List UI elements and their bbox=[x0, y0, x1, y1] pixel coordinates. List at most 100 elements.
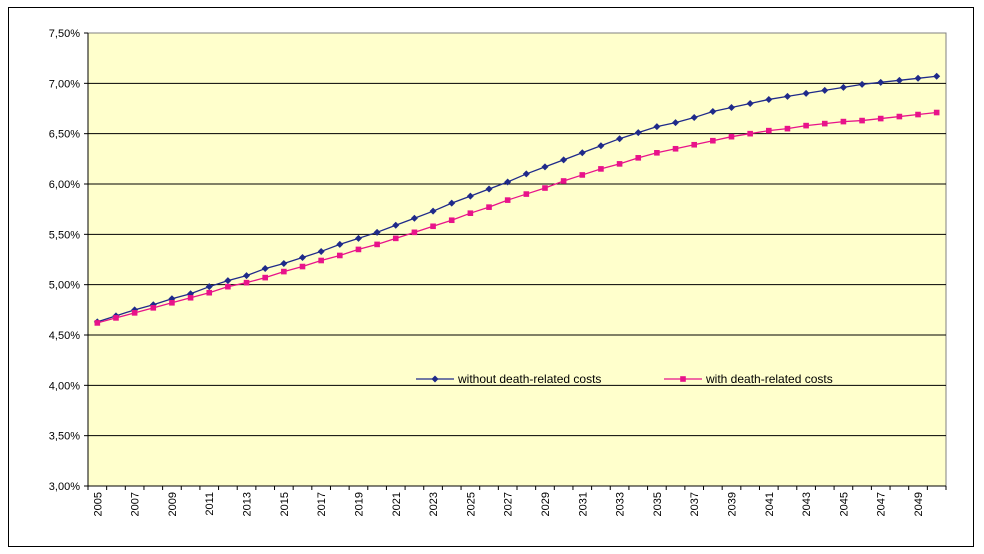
x-tick-label: 2029 bbox=[540, 492, 552, 516]
data-point-diamond bbox=[224, 277, 232, 285]
y-tick-label: 7,50% bbox=[49, 28, 80, 40]
legend-label: without death-related costs bbox=[457, 372, 601, 386]
data-point-diamond bbox=[877, 78, 885, 86]
data-point-square bbox=[896, 113, 903, 120]
x-tick-label: 2015 bbox=[279, 492, 291, 516]
x-tick-label: 2027 bbox=[503, 492, 515, 516]
data-point-diamond bbox=[373, 228, 381, 236]
data-point-square bbox=[710, 137, 716, 144]
data-point-square bbox=[598, 166, 604, 172]
data-point-square bbox=[654, 149, 660, 156]
legend-marker-diamond bbox=[431, 375, 439, 383]
data-point-diamond bbox=[205, 283, 213, 291]
y-tick-label: 7,00% bbox=[49, 78, 80, 90]
chart-frame: 3,00% 3,50% 4,00% 4,50% 5,00% 5,50% 6,00% 6,50%… bbox=[8, 7, 974, 547]
data-point-square bbox=[840, 118, 847, 125]
data-point-square bbox=[486, 204, 492, 210]
plot-area bbox=[87, 32, 947, 487]
data-point-square bbox=[579, 172, 586, 178]
data-point-square bbox=[747, 130, 753, 137]
data-point-diamond bbox=[317, 247, 325, 255]
data-point-square bbox=[691, 141, 697, 148]
data-point-square bbox=[859, 117, 865, 124]
series-line bbox=[97, 111, 937, 324]
data-point-diamond bbox=[616, 135, 624, 143]
data-point-square bbox=[803, 122, 809, 129]
data-point-square bbox=[523, 191, 530, 197]
x-tick-label: 2025 bbox=[465, 492, 477, 516]
y-tick-label: 6,50% bbox=[49, 129, 80, 141]
data-point-diamond bbox=[634, 129, 642, 137]
x-tick-label: 2011 bbox=[204, 492, 216, 516]
data-point-square bbox=[318, 257, 324, 264]
data-point-diamond bbox=[280, 260, 288, 268]
x-tick-label: 2037 bbox=[689, 492, 701, 516]
x-tick-label: 2041 bbox=[764, 492, 776, 516]
legend-marker-square bbox=[680, 376, 686, 382]
data-point-diamond bbox=[672, 119, 680, 127]
y-tick-label: 4,00% bbox=[49, 380, 80, 392]
y-tick-label: 5,50% bbox=[49, 229, 80, 241]
y-tick-label: 3,50% bbox=[49, 431, 80, 443]
data-point-square bbox=[169, 299, 175, 306]
data-point-diamond bbox=[728, 103, 735, 111]
data-point-diamond bbox=[485, 185, 493, 193]
data-point-square bbox=[766, 127, 772, 134]
data-point-diamond bbox=[709, 108, 717, 116]
data-point-square bbox=[616, 161, 623, 167]
y-tick-label: 5,00% bbox=[49, 280, 80, 292]
x-tick-label: 2045 bbox=[838, 492, 850, 516]
data-point-square bbox=[94, 320, 101, 326]
x-tick-label: 2033 bbox=[615, 492, 627, 516]
x-tick-label: 2023 bbox=[428, 492, 440, 516]
data-point-square bbox=[933, 109, 940, 116]
x-tick-label: 2019 bbox=[353, 492, 365, 516]
legend-label: with death-related costs bbox=[705, 372, 833, 386]
line-chart: 3,00% 3,50% 4,00% 4,50% 5,00% 5,50% 6,00% 6,50%… bbox=[49, 28, 947, 516]
data-point-diamond bbox=[746, 99, 754, 107]
data-point-square bbox=[411, 229, 418, 236]
data-point-diamond bbox=[392, 221, 400, 229]
x-tick-label: 2047 bbox=[876, 492, 888, 516]
x-tick-label: 2031 bbox=[577, 492, 589, 516]
data-point-diamond bbox=[522, 170, 530, 178]
x-tick-label: 2043 bbox=[801, 492, 813, 516]
data-point-diamond bbox=[821, 86, 829, 94]
data-point-square bbox=[150, 305, 157, 311]
data-point-diamond bbox=[448, 199, 456, 207]
data-point-square bbox=[392, 235, 399, 242]
data-point-square bbox=[262, 274, 268, 281]
data-point-diamond bbox=[578, 149, 586, 157]
data-point-diamond bbox=[783, 92, 791, 100]
data-point-square bbox=[187, 294, 194, 301]
data-point-diamond bbox=[299, 253, 306, 261]
data-point-square bbox=[542, 185, 548, 191]
data-point-square bbox=[784, 125, 791, 132]
data-point-diamond bbox=[895, 76, 903, 84]
data-point-diamond bbox=[933, 72, 941, 80]
data-point-square bbox=[299, 263, 306, 270]
y-tick-label: 4,50% bbox=[49, 330, 80, 342]
data-point-square bbox=[560, 178, 567, 184]
data-point-diamond bbox=[653, 123, 661, 131]
data-point-square bbox=[243, 279, 250, 286]
y-tick-label: 3,00% bbox=[49, 481, 80, 493]
data-point-diamond bbox=[504, 178, 512, 186]
data-point-diamond bbox=[243, 272, 251, 280]
data-point-square bbox=[915, 111, 921, 118]
data-point-square bbox=[821, 120, 828, 127]
x-tick-label: 2017 bbox=[316, 492, 328, 516]
data-point-square bbox=[113, 315, 119, 321]
data-point-diamond bbox=[354, 234, 362, 242]
data-point-square bbox=[225, 283, 231, 290]
y-tick-label: 6,00% bbox=[49, 179, 80, 191]
data-point-diamond bbox=[541, 163, 549, 171]
data-point-diamond bbox=[261, 265, 269, 273]
x-tick-label: 2049 bbox=[913, 492, 925, 516]
data-point-diamond bbox=[429, 207, 437, 215]
data-point-square bbox=[281, 268, 287, 275]
data-point-square bbox=[337, 252, 343, 259]
data-point-square bbox=[206, 289, 213, 296]
x-tick-label: 2013 bbox=[242, 492, 254, 516]
data-point-square bbox=[430, 223, 436, 230]
